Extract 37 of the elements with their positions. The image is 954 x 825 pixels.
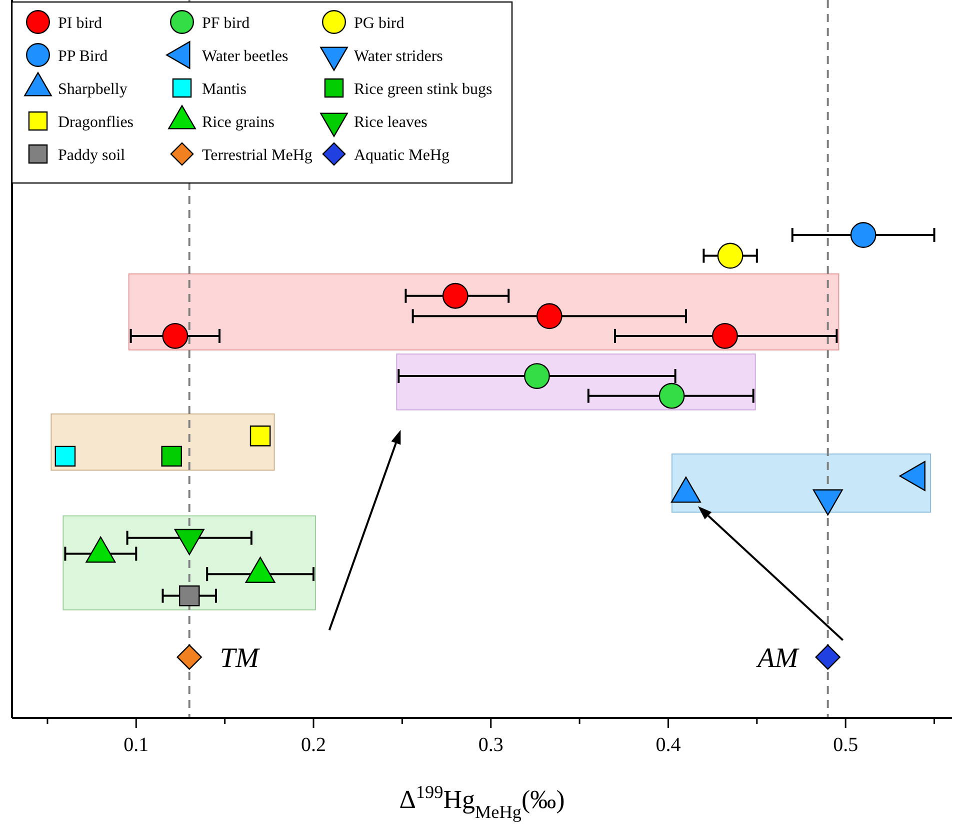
x-tick-label: 0.5: [833, 734, 858, 756]
point: [850, 222, 876, 248]
legend-label: Rice green stink bugs: [354, 81, 492, 98]
x-tick-label: 0.2: [301, 734, 326, 756]
legend-label: Mantis: [202, 81, 246, 98]
legend-label: Rice grains: [202, 114, 274, 131]
point: [536, 303, 562, 330]
point: [161, 446, 182, 467]
point: [717, 242, 744, 269]
point: [250, 426, 271, 446]
legend-label: Aquatic MeHg: [354, 147, 450, 164]
legend-label: PP Bird: [58, 48, 108, 65]
legend-label: Dragonflies: [58, 114, 134, 131]
point: [54, 446, 76, 467]
x-tick-label: 0.3: [478, 734, 504, 756]
x-tick-label: 0.4: [656, 734, 681, 756]
legend-label: PI bird: [58, 15, 102, 32]
point: [658, 382, 685, 409]
x-tick-label: 0.1: [124, 734, 149, 756]
legend-label: Paddy soil: [58, 147, 126, 164]
legend-label: PF bird: [202, 15, 250, 32]
point: [442, 282, 468, 309]
annotation: TM: [220, 643, 260, 674]
legend-label: Water striders: [354, 48, 443, 65]
legend-label: Water beetles: [202, 48, 288, 65]
legend-label: PG bird: [354, 15, 404, 32]
x-axis-title: Δ$^{199}$Hg$_{MeHg}$(‰): [399, 782, 565, 822]
legend-label: Rice leaves: [354, 114, 428, 131]
annotation: AM: [756, 643, 800, 674]
point: [524, 363, 550, 389]
legend-label: Terrestrial MeHg: [202, 147, 312, 164]
legend-label: Sharpbelly: [58, 81, 128, 98]
point: [178, 585, 200, 606]
point: [176, 644, 202, 670]
point: [162, 323, 188, 349]
point: [712, 323, 738, 349]
point: [815, 644, 840, 670]
